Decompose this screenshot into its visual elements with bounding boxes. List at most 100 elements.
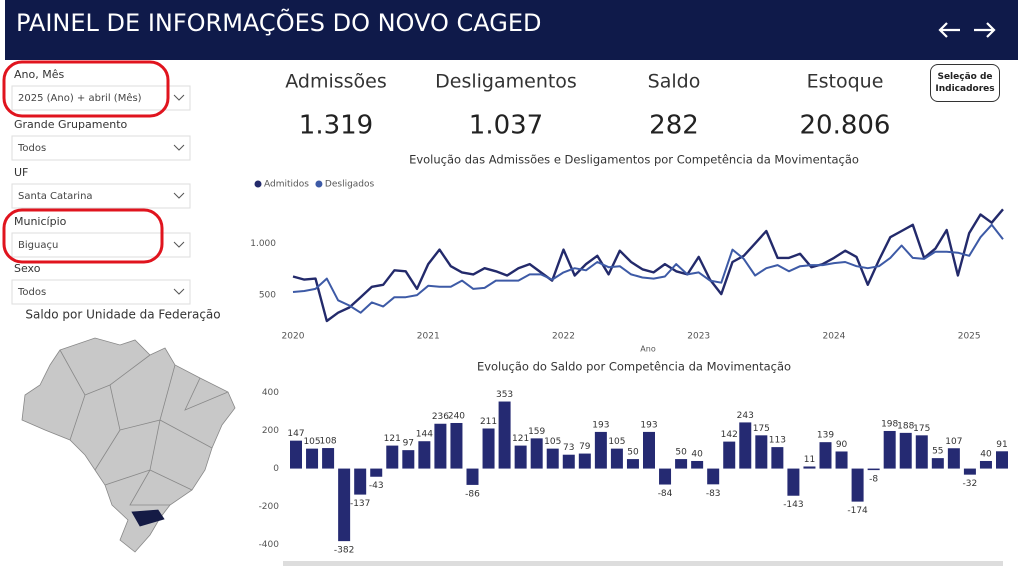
series-line xyxy=(292,208,1004,323)
data-label: 79 xyxy=(579,442,591,452)
kpi-value: 282 xyxy=(649,111,699,141)
bar xyxy=(370,468,383,477)
data-label: 91 xyxy=(996,440,1007,450)
highlight-outline xyxy=(2,208,164,264)
bar xyxy=(675,459,688,469)
data-label: 107 xyxy=(945,437,962,447)
dropdown-chevron xyxy=(173,241,185,248)
data-label: 147 xyxy=(287,429,304,439)
bar xyxy=(899,432,912,469)
data-label: 121 xyxy=(384,434,401,444)
arrow-forward[interactable] xyxy=(974,22,996,38)
bar xyxy=(643,431,655,469)
x-tick-label: 2021 xyxy=(417,332,440,342)
y-tick-label: 400 xyxy=(262,388,279,398)
filter-label: UF xyxy=(14,166,28,179)
kpi-label: Desligamentos xyxy=(435,71,577,93)
data-label: 40 xyxy=(691,449,703,459)
data-label: -143 xyxy=(783,500,803,510)
data-label: 188 xyxy=(897,421,914,431)
bar xyxy=(626,459,639,469)
bar xyxy=(594,431,607,469)
bar xyxy=(338,468,351,542)
data-label: -8 xyxy=(869,475,878,485)
bar xyxy=(466,468,479,485)
bar xyxy=(402,450,415,469)
nav-arrows[interactable] xyxy=(938,22,996,38)
data-label: -84 xyxy=(658,489,673,499)
bar xyxy=(755,435,768,469)
data-label: 105 xyxy=(608,437,625,447)
bar xyxy=(787,468,800,496)
data-label: 144 xyxy=(416,430,433,440)
highlighted-state xyxy=(131,509,165,527)
data-label: 97 xyxy=(403,439,414,449)
bar xyxy=(514,445,527,469)
data-label: -32 xyxy=(963,479,978,489)
data-label: 159 xyxy=(528,427,545,437)
bar xyxy=(963,468,976,475)
chart-title: Evolução do Saldo por Competência da Mov… xyxy=(477,360,791,374)
filter-dropdown[interactable] xyxy=(11,135,191,161)
filter-value: Todos xyxy=(17,287,46,298)
data-label: -382 xyxy=(334,546,354,556)
y-tick-label: 500 xyxy=(259,291,276,301)
data-label: 113 xyxy=(769,436,786,446)
y-tick-label: 200 xyxy=(262,426,279,436)
y-tick-label: 1.000 xyxy=(250,239,276,249)
bar xyxy=(530,438,543,469)
filter-label: Grande Grupamento xyxy=(14,118,128,131)
data-label: 55 xyxy=(932,447,943,457)
bar xyxy=(450,422,463,469)
kpi-label: Estoque xyxy=(807,71,884,93)
bar xyxy=(835,451,848,469)
bar xyxy=(707,468,720,485)
data-label: 50 xyxy=(627,448,639,458)
map-title: Saldo por Unidade da Federação xyxy=(25,308,220,322)
x-tick-label: 2020 xyxy=(282,332,305,342)
highlight-outline xyxy=(2,60,170,118)
scrollbar[interactable] xyxy=(283,561,1003,566)
filter-label: Ano, Mês xyxy=(14,68,64,81)
bar xyxy=(867,468,880,471)
data-label: 90 xyxy=(836,440,848,450)
bar xyxy=(659,468,672,485)
data-label: 105 xyxy=(544,437,561,447)
data-label: -174 xyxy=(847,506,868,516)
filter-value: Santa Catarina xyxy=(18,191,93,202)
series-line xyxy=(292,223,1004,314)
header-title: PAINEL DE INFORMAÇÕES DO NOVO CAGED xyxy=(16,7,542,37)
bar xyxy=(434,423,447,469)
indicator-button[interactable]: Seleção de Indicadores xyxy=(930,64,1000,102)
bar xyxy=(498,401,511,469)
bar xyxy=(691,460,704,469)
bar xyxy=(578,453,591,469)
bar xyxy=(931,458,944,469)
kpi-label: Saldo xyxy=(648,71,701,93)
x-tick-label: 2024 xyxy=(822,332,845,342)
bar xyxy=(819,442,832,469)
bar xyxy=(803,466,816,469)
data-label: 193 xyxy=(640,420,657,430)
filter-dropdown[interactable] xyxy=(11,183,191,209)
chart-title: Evolução das Admissões e Desligamentos p… xyxy=(409,153,859,167)
data-label: 236 xyxy=(432,412,449,422)
data-label: -83 xyxy=(706,489,721,499)
dropdown-chevron xyxy=(173,288,185,295)
data-label: 105 xyxy=(303,437,320,447)
data-label: 50 xyxy=(675,448,687,458)
legend-label: Desligados xyxy=(325,180,375,190)
data-label: 11 xyxy=(804,455,815,465)
filter-dropdown[interactable] xyxy=(11,85,191,111)
data-label: 139 xyxy=(817,431,834,441)
map xyxy=(21,337,236,553)
bar xyxy=(322,448,335,469)
arrow-back[interactable] xyxy=(938,22,960,38)
filter-dropdown[interactable] xyxy=(11,279,191,305)
filter-value: 2025 (Ano) + abril (Mês) xyxy=(18,92,142,104)
filter-value: Todos xyxy=(17,143,46,154)
data-label: 73 xyxy=(563,443,574,453)
bar xyxy=(771,447,784,469)
